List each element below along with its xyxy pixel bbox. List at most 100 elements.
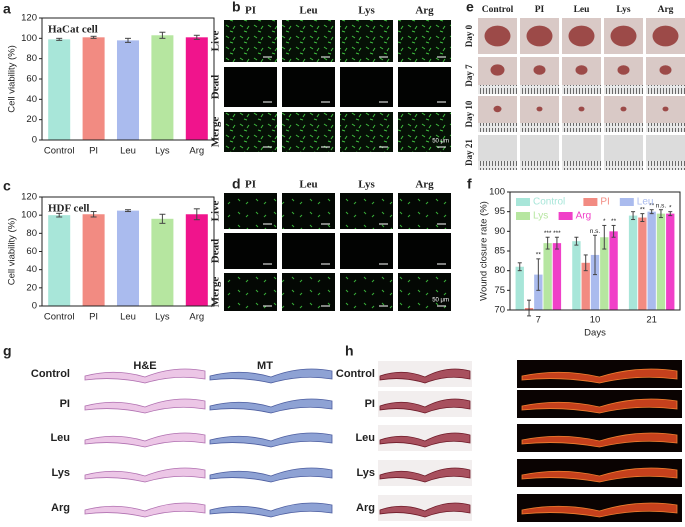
tissue-section (521, 368, 678, 384)
micrograph (398, 67, 451, 107)
significance-label: ** (611, 218, 617, 225)
micrograph (282, 193, 335, 229)
micrograph (224, 273, 277, 311)
tissue-section (209, 432, 333, 448)
y-tick-label: 60 (26, 246, 37, 257)
tissue-section (84, 467, 206, 483)
ruler (562, 123, 601, 132)
significance-label: n.s. (656, 202, 667, 209)
bar (581, 262, 590, 310)
bar (48, 39, 71, 140)
tissue-section (521, 502, 678, 518)
scale-bar-label: 50 μm (432, 139, 449, 145)
x-tick-label: 21 (646, 315, 657, 326)
row-label: Leu (355, 432, 375, 444)
wound (484, 25, 511, 47)
x-tick-label: Arg (189, 146, 204, 157)
y-tick-label: 70 (494, 305, 505, 316)
legend-swatch (516, 212, 530, 220)
bar (185, 214, 208, 306)
y-axis-label: Wound closure rate (%) (479, 201, 490, 301)
bar (82, 37, 105, 140)
panel-letter: d (232, 176, 241, 192)
y-tick-label: 95 (494, 206, 505, 217)
ruler (478, 123, 517, 132)
bar (151, 218, 174, 306)
wound (575, 65, 588, 75)
row-label: Day 7 (464, 64, 474, 87)
column-label: Leu (574, 5, 591, 15)
significance-label: * (669, 204, 672, 211)
y-tick-label: 20 (26, 282, 37, 293)
x-tick-label: 10 (590, 315, 601, 326)
wound (490, 64, 505, 76)
x-axis-label: Days (584, 328, 606, 339)
micrograph (340, 112, 393, 152)
plot-frame (41, 17, 215, 141)
scale-bar-label: 50 μm (432, 298, 449, 304)
legend-swatch (583, 198, 598, 206)
bar (151, 35, 174, 140)
bar (572, 241, 581, 310)
bar (600, 237, 609, 310)
column-label: Lys (358, 5, 375, 17)
row-label: Day 10 (464, 100, 474, 127)
x-tick-label: 7 (536, 315, 541, 326)
tissue-section (84, 502, 206, 518)
micrograph (398, 273, 451, 311)
panel-letter: a (3, 1, 11, 17)
significance-label: *** (553, 230, 561, 237)
ruler (478, 85, 517, 94)
bar (82, 214, 105, 306)
tissue-section (379, 502, 471, 518)
tissue-section (521, 432, 678, 448)
panel-letter: f (467, 176, 472, 192)
y-tick-label: 100 (21, 210, 37, 221)
tissue-section (521, 467, 678, 483)
panel-letter: b (232, 0, 241, 15)
y-tick-label: 0 (32, 301, 37, 312)
significance-label: ** (640, 206, 646, 213)
row-label: Dead (210, 239, 222, 263)
ruler (520, 161, 559, 170)
ruler (646, 123, 685, 132)
legend-label: Leu (637, 197, 654, 208)
y-tick-label: 80 (26, 228, 37, 239)
row-label: Day 0 (464, 24, 474, 47)
wound (568, 25, 595, 47)
column-label: Leu (299, 5, 317, 17)
ruler (562, 161, 601, 170)
row-label: PI (60, 398, 70, 410)
column-label: H&E (133, 360, 156, 372)
significance-label: * (603, 218, 606, 225)
column-label: Lys (616, 5, 631, 15)
y-tick-label: 40 (26, 94, 37, 105)
y-tick-label: 100 (21, 33, 37, 44)
tissue-section (84, 368, 206, 384)
y-tick-label: 0 (32, 135, 37, 146)
tissue-section (379, 432, 471, 448)
panel-letter: g (3, 343, 12, 359)
y-tick-label: 40 (26, 264, 37, 275)
column-label: Arg (658, 5, 674, 15)
micrograph (340, 67, 393, 107)
bar (628, 215, 638, 310)
wound (526, 25, 553, 47)
y-tick-label: 80 (494, 265, 505, 276)
micrograph (340, 233, 393, 269)
x-tick-label: Leu (120, 146, 136, 157)
y-tick-label: 100 (489, 187, 505, 198)
y-tick-label: 120 (21, 13, 37, 24)
micrograph (340, 193, 393, 229)
micrograph (282, 112, 335, 152)
tissue-section (521, 398, 678, 414)
micrograph (224, 112, 277, 152)
panel-letter: e (466, 0, 474, 15)
wound (536, 106, 543, 112)
bar (185, 37, 208, 140)
bar (552, 243, 562, 310)
tissue-section (379, 368, 471, 384)
bar (638, 217, 647, 310)
tissue-section (209, 368, 333, 384)
column-label: Leu (299, 179, 317, 191)
